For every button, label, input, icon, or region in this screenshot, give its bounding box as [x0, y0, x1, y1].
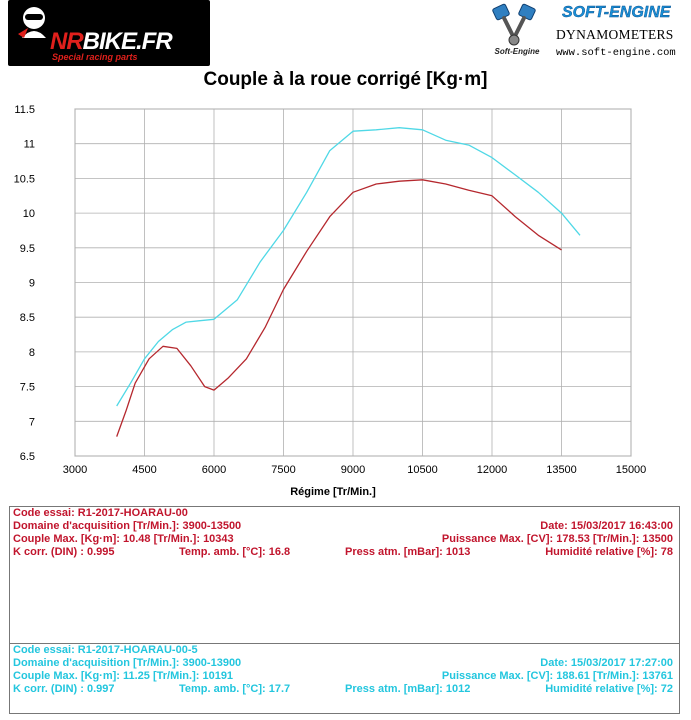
nrbike-tagline: Special racing parts — [52, 52, 138, 62]
run-code: Code essai: R1-2017-HOARAU-00-5 — [13, 644, 198, 656]
y-tick-label: 6.5 — [20, 451, 35, 463]
run-code: Code essai: R1-2017-HOARAU-00 — [13, 507, 188, 519]
y-tick-label: 11.5 — [14, 104, 35, 116]
series-line-1 — [116, 179, 562, 437]
x-tick-label: 4500 — [132, 464, 156, 476]
run-humidite: Humidité relative [%]: 78 — [545, 546, 673, 558]
run-info-box-2: Code essai: R1-2017-HOARAU-00-5 Domaine … — [9, 643, 680, 714]
y-tick-label: 9.5 — [20, 243, 35, 255]
nrbike-logo: NRBIKE.FR Special racing parts — [8, 0, 210, 66]
soft-engine-logo: Soft-Engine SOFT-ENGINE DYNAMOMETERS www… — [476, 0, 691, 66]
run-info-box-1: Code essai: R1-2017-HOARAU-00 Domaine d'… — [9, 506, 680, 644]
x-tick-label: 15000 — [616, 464, 647, 476]
rider-helmet-icon — [18, 7, 46, 38]
run-domaine: Domaine d'acquisition [Tr/Min.]: 3900-13… — [13, 657, 242, 669]
y-tick-label: 8.5 — [20, 312, 35, 324]
y-tick-label: 7.5 — [20, 382, 35, 394]
y-tick-label: 10 — [23, 208, 35, 220]
piston-emblem-icon: Soft-Engine — [492, 3, 540, 56]
run-humidite: Humidité relative [%]: 72 — [545, 683, 673, 695]
soft-engine-name: SOFT-ENGINE — [562, 4, 671, 21]
run-date: Date: 15/03/2017 16:43:00 — [540, 520, 673, 532]
torque-chart: 3000 4500 6000 7500 9000 10500 12000 13500 15000… — [14, 104, 647, 498]
x-tick-label: 13500 — [546, 464, 577, 476]
y-tick-label: 7 — [29, 416, 35, 428]
nrbike-brand: NRBIKE.FR — [50, 28, 173, 55]
run-date: Date: 15/03/2017 17:27:00 — [540, 657, 673, 669]
run-press-atm: Press atm. [mBar]: 1012 — [345, 683, 471, 695]
x-tick-label: 9000 — [341, 464, 365, 476]
x-tick-label: 6000 — [202, 464, 226, 476]
x-axis-label: Régime [Tr/Min.] — [290, 486, 376, 498]
soft-engine-subtitle: DYNAMOMETERS — [556, 27, 674, 42]
run-temp-amb: Temp. amb. [°C]: 17.7 — [179, 683, 291, 695]
run-puissance-max: Puissance Max. [CV]: 188.61 [Tr/Min.]: 1… — [441, 670, 673, 682]
series-line-2 — [116, 127, 581, 407]
run-kcorr: K corr. (DIN) : 0.997 — [13, 683, 115, 695]
y-tick-label: 11 — [24, 139, 35, 151]
y-tick-label: 8 — [29, 347, 35, 359]
run-domaine: Domaine d'acquisition [Tr/Min.]: 3900-13… — [13, 520, 242, 532]
x-tick-label: 7500 — [271, 464, 295, 476]
x-tick-label: 10500 — [407, 464, 438, 476]
chart-title: Couple à la roue corrigé [Kg·m] — [203, 69, 488, 90]
y-tick-label: 10.5 — [14, 173, 35, 185]
run-kcorr: K corr. (DIN) : 0.995 — [13, 546, 115, 558]
run-puissance-max: Puissance Max. [CV]: 178.53 [Tr/Min.]: 1… — [441, 533, 673, 545]
x-tick-label: 3000 — [63, 464, 87, 476]
y-tick-label: 9 — [29, 278, 35, 290]
run-press-atm: Press atm. [mBar]: 1013 — [345, 546, 471, 558]
emblem-text: Soft-Engine — [495, 47, 540, 56]
soft-engine-url: www.soft-engine.com — [556, 47, 676, 59]
run-temp-amb: Temp. amb. [°C]: 16.8 — [179, 546, 291, 558]
run-couple-max: Couple Max. [Kg·m]: 11.25 [Tr/Min.]: 101… — [13, 670, 234, 682]
x-tick-label: 12000 — [477, 464, 508, 476]
run-couple-max: Couple Max. [Kg·m]: 10.48 [Tr/Min.]: 103… — [13, 533, 234, 545]
